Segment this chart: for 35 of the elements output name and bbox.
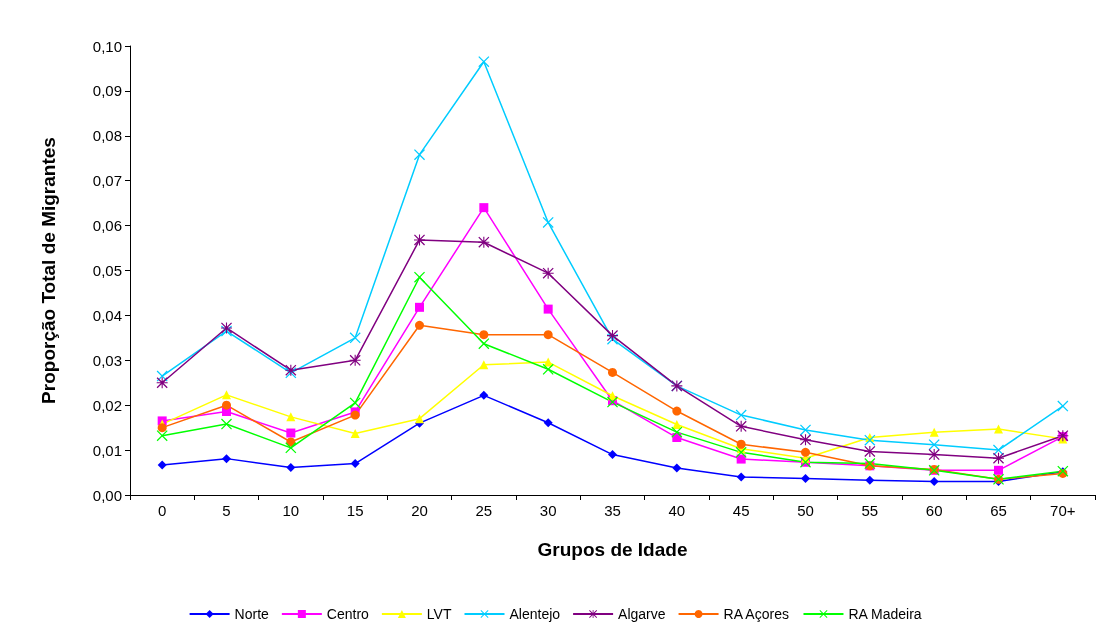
legend-label: LVT [426, 606, 452, 622]
y-tick-label: 0,08 [92, 127, 122, 145]
y-tick-label: 0,01 [92, 441, 122, 459]
x-tick-label: 65 [990, 502, 1007, 519]
x-tick-label: 20 [411, 502, 428, 519]
x-tick-label: 10 [282, 502, 300, 519]
x-tick-label: 40 [668, 502, 686, 519]
x-tick-label: 60 [925, 502, 943, 519]
x-axis-title: Grupos de Idade [537, 539, 688, 560]
y-axis-title: Proporção Total de Migrantes [38, 137, 59, 404]
y-tick-label: 0,07 [92, 172, 122, 190]
y-tick-label: 0,03 [92, 351, 122, 369]
x-tick-label: 45 [732, 502, 750, 519]
y-tick-label: 0,06 [92, 217, 122, 235]
x-tick-label: 15 [346, 502, 364, 519]
x-tick-label: 0 [157, 502, 167, 519]
y-tick-label: 0,04 [92, 306, 122, 324]
x-tick-label: 5 [222, 502, 231, 519]
legend-label: Centro [326, 606, 370, 622]
legend-label: RA Madeira [848, 606, 922, 622]
y-tick-label: 0,09 [92, 82, 122, 100]
x-tick-label: 70+ [1050, 502, 1076, 519]
legend-label: Algarve [618, 606, 666, 622]
legend-label: Alentejo [509, 606, 561, 622]
x-tick-label: 50 [797, 502, 814, 519]
x-tick-label: 30 [539, 502, 557, 519]
legend-label: Norte [234, 606, 270, 622]
y-tick-label: 0,02 [92, 396, 122, 414]
x-tick-label: 35 [604, 502, 621, 519]
legend-label: RA Açores [723, 606, 789, 622]
y-tick-label: 0,00 [92, 486, 122, 504]
y-tick-label: 0,05 [92, 262, 122, 279]
x-tick-label: 25 [475, 502, 493, 519]
x-tick-label: 55 [861, 502, 879, 519]
y-tick-label: 0,10 [92, 37, 122, 55]
